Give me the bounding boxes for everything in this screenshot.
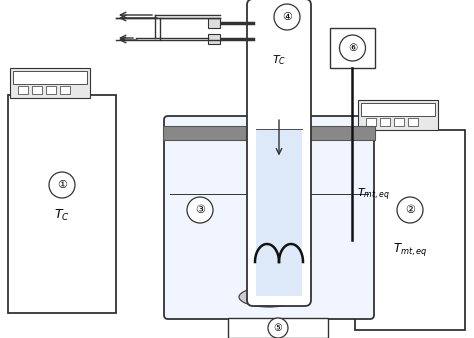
Text: ①: ① (57, 180, 67, 190)
Text: $T_{mt,eq}$: $T_{mt,eq}$ (357, 187, 391, 203)
Text: $T_C$: $T_C$ (54, 208, 70, 222)
FancyBboxPatch shape (247, 0, 311, 306)
FancyBboxPatch shape (361, 103, 435, 116)
FancyBboxPatch shape (164, 116, 374, 319)
Text: ③: ③ (195, 205, 205, 215)
FancyBboxPatch shape (256, 129, 302, 296)
FancyBboxPatch shape (170, 194, 368, 313)
Text: ④: ④ (282, 12, 292, 22)
Text: $T_C$: $T_C$ (272, 53, 286, 67)
Circle shape (339, 35, 365, 61)
FancyBboxPatch shape (355, 130, 465, 330)
FancyBboxPatch shape (228, 318, 328, 338)
Text: ⑤: ⑤ (273, 323, 283, 333)
Circle shape (397, 197, 423, 223)
FancyBboxPatch shape (394, 118, 404, 126)
Circle shape (274, 4, 300, 30)
FancyBboxPatch shape (10, 68, 90, 98)
FancyBboxPatch shape (366, 118, 376, 126)
FancyBboxPatch shape (18, 86, 28, 94)
FancyBboxPatch shape (46, 86, 56, 94)
FancyBboxPatch shape (163, 126, 375, 140)
Text: $T_{mt,eq}$: $T_{mt,eq}$ (392, 241, 427, 259)
FancyBboxPatch shape (358, 100, 438, 130)
FancyBboxPatch shape (408, 118, 418, 126)
FancyBboxPatch shape (13, 71, 87, 84)
Ellipse shape (239, 287, 299, 307)
Circle shape (49, 172, 75, 198)
Circle shape (268, 318, 288, 338)
FancyBboxPatch shape (8, 95, 116, 313)
FancyBboxPatch shape (60, 86, 70, 94)
FancyBboxPatch shape (330, 28, 375, 68)
Circle shape (187, 197, 213, 223)
Text: ⑥: ⑥ (348, 43, 357, 53)
Text: ②: ② (405, 205, 415, 215)
FancyBboxPatch shape (32, 86, 42, 94)
FancyBboxPatch shape (380, 118, 390, 126)
FancyBboxPatch shape (208, 18, 220, 28)
FancyBboxPatch shape (208, 34, 220, 44)
